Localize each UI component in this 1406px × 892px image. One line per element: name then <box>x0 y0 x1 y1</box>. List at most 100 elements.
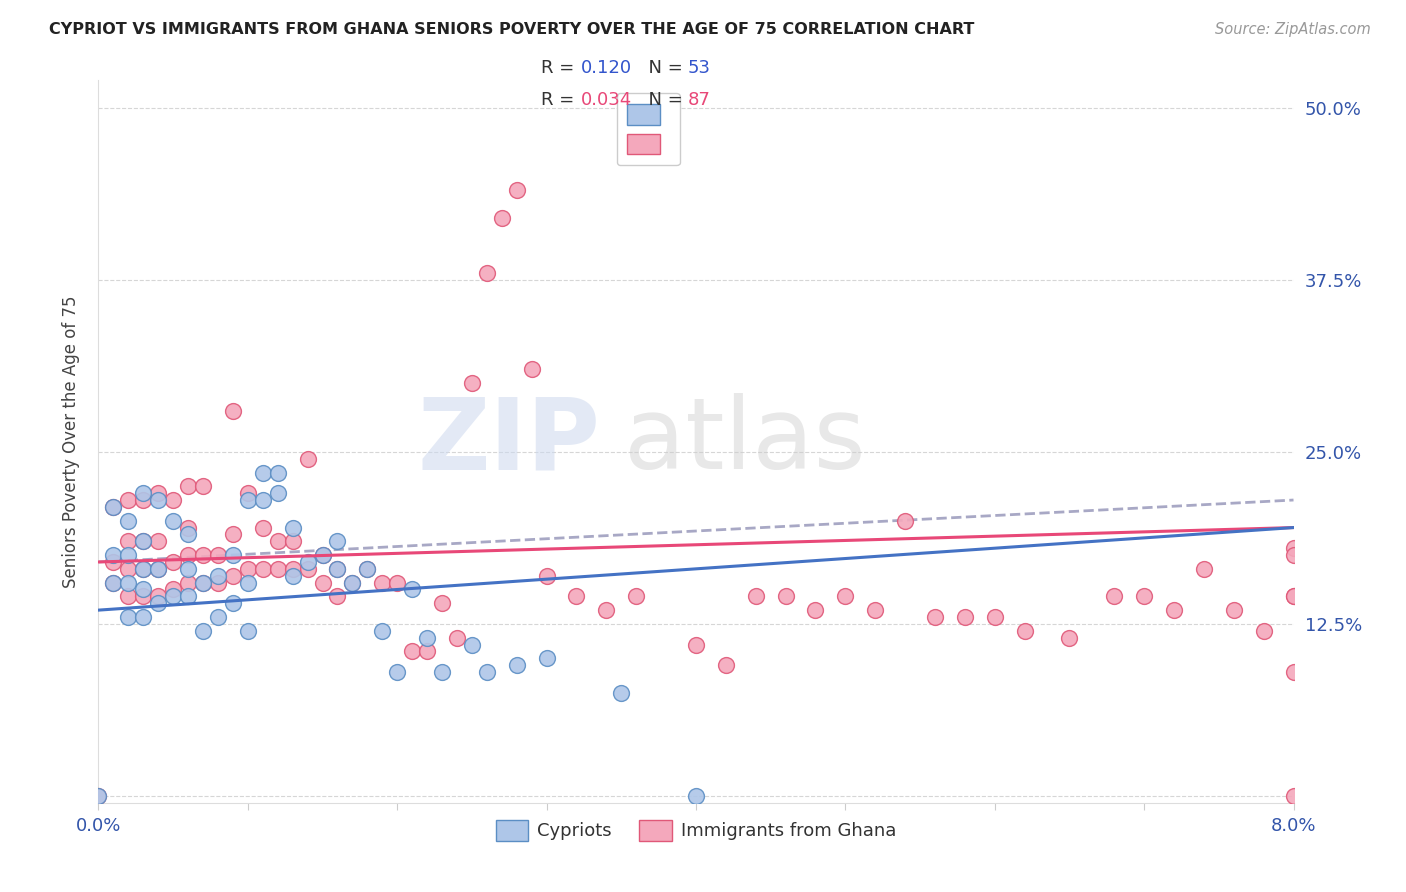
Point <box>132 582 155 597</box>
Point <box>297 451 319 466</box>
Point <box>342 575 364 590</box>
Point <box>626 590 648 604</box>
Point <box>446 631 468 645</box>
Point <box>326 590 349 604</box>
Point <box>177 562 200 576</box>
Point <box>207 575 229 590</box>
Point <box>177 479 200 493</box>
Point <box>385 575 409 590</box>
Point <box>834 590 856 604</box>
Point <box>177 520 200 534</box>
Point <box>714 658 737 673</box>
Point <box>148 534 170 549</box>
Point <box>865 603 887 617</box>
Legend: Cypriots, Immigrants from Ghana: Cypriots, Immigrants from Ghana <box>489 813 903 848</box>
Text: Source: ZipAtlas.com: Source: ZipAtlas.com <box>1215 22 1371 37</box>
Point <box>1282 541 1305 556</box>
Point <box>191 548 214 562</box>
Text: N =: N = <box>637 91 689 109</box>
Point <box>117 548 139 562</box>
Point <box>430 665 453 679</box>
Point <box>132 486 155 500</box>
Point <box>565 590 588 604</box>
Point <box>191 624 214 638</box>
Point <box>132 562 155 576</box>
Point <box>1192 562 1215 576</box>
Point <box>117 514 139 528</box>
Point <box>984 610 1007 624</box>
Point <box>281 568 304 582</box>
Point <box>191 575 214 590</box>
Point <box>162 514 184 528</box>
Point <box>207 610 229 624</box>
Point <box>222 527 245 541</box>
Point <box>311 548 333 562</box>
Point <box>177 548 200 562</box>
Point <box>132 493 155 508</box>
Point <box>132 590 155 604</box>
Point <box>804 603 827 617</box>
Point <box>371 624 394 638</box>
Point <box>87 789 110 803</box>
Point <box>236 486 259 500</box>
Point <box>148 562 170 576</box>
Point <box>1104 590 1126 604</box>
Point <box>311 548 333 562</box>
Point <box>103 575 125 590</box>
Point <box>222 403 245 417</box>
Point <box>162 590 184 604</box>
Text: 53: 53 <box>688 59 710 77</box>
Point <box>252 493 274 508</box>
Point <box>222 568 245 582</box>
Point <box>252 520 274 534</box>
Point <box>103 500 125 514</box>
Point <box>117 575 139 590</box>
Point <box>953 610 976 624</box>
Point <box>177 527 200 541</box>
Point <box>475 665 498 679</box>
Point <box>177 590 200 604</box>
Point <box>267 562 290 576</box>
Point <box>610 686 633 700</box>
Point <box>177 575 200 590</box>
Point <box>162 493 184 508</box>
Point <box>191 575 214 590</box>
Y-axis label: Seniors Poverty Over the Age of 75: Seniors Poverty Over the Age of 75 <box>62 295 80 588</box>
Point <box>267 534 290 549</box>
Point <box>356 562 378 576</box>
Point <box>924 610 946 624</box>
Point <box>745 590 768 604</box>
Point <box>132 534 155 549</box>
Point <box>117 534 139 549</box>
Point <box>87 789 110 803</box>
Point <box>342 575 364 590</box>
Point <box>281 520 304 534</box>
Point <box>1163 603 1185 617</box>
Point <box>148 493 170 508</box>
Text: 0.120: 0.120 <box>581 59 631 77</box>
Point <box>297 555 319 569</box>
Point <box>401 582 423 597</box>
Point <box>207 568 229 582</box>
Point <box>416 631 439 645</box>
Point <box>356 562 378 576</box>
Point <box>103 555 125 569</box>
Point <box>1014 624 1036 638</box>
Point <box>1282 665 1305 679</box>
Point <box>536 651 558 665</box>
Text: R =: R = <box>541 91 581 109</box>
Point <box>103 548 125 562</box>
Point <box>1223 603 1246 617</box>
Point <box>103 500 125 514</box>
Point <box>132 610 155 624</box>
Point <box>132 562 155 576</box>
Point <box>371 575 394 590</box>
Text: atlas: atlas <box>624 393 866 490</box>
Point <box>236 562 259 576</box>
Point <box>385 665 409 679</box>
Point <box>506 658 529 673</box>
Point <box>506 183 529 197</box>
Point <box>267 486 290 500</box>
Point <box>1253 624 1275 638</box>
Point <box>1282 548 1305 562</box>
